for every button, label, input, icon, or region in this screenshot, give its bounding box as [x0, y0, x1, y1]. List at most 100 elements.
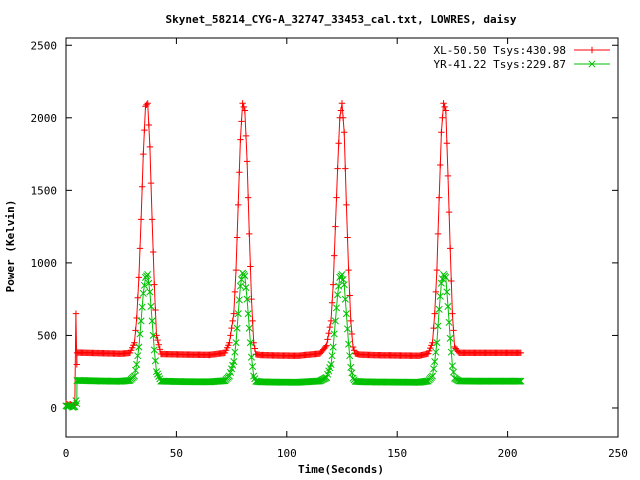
data-point: [444, 302, 452, 310]
data-point: [73, 400, 81, 408]
data-point: [428, 372, 437, 380]
data-point: [433, 266, 441, 274]
data-point: [347, 317, 355, 325]
data-point: [230, 310, 238, 317]
data-point: [249, 363, 257, 371]
data-point: [517, 349, 525, 357]
data-point: [445, 318, 453, 326]
data-point: [246, 339, 254, 347]
data-point: [234, 310, 242, 318]
legend-label: YR-41.22 Tsys:229.87: [434, 58, 566, 71]
y-tick-label: 1500: [31, 184, 58, 197]
data-point: [244, 194, 252, 201]
data-point: [323, 342, 330, 349]
data-point: [346, 292, 353, 299]
data-point: [445, 208, 453, 216]
data-point: [229, 317, 236, 325]
data-point: [448, 362, 456, 370]
data-point: [349, 343, 357, 351]
data-point: [430, 365, 438, 373]
data-point: [348, 369, 356, 377]
data-point: [424, 350, 432, 357]
data-point: [334, 291, 342, 299]
data-point: [136, 245, 144, 252]
data-point: [151, 281, 158, 288]
data-point: [345, 266, 352, 274]
y-axis-label: Power (Kelvin): [4, 200, 17, 293]
data-point: [429, 339, 436, 346]
data-point: [517, 377, 525, 385]
data-point: [432, 288, 440, 296]
data-point: [332, 223, 339, 230]
data-point: [147, 179, 155, 187]
data-point: [154, 336, 161, 344]
data-point: [446, 334, 454, 342]
data-point: [133, 314, 140, 322]
data-point: [245, 324, 253, 332]
data-point: [347, 363, 355, 371]
data-point: [427, 344, 434, 352]
data-point: [132, 327, 139, 334]
legend-marker: [588, 60, 596, 68]
data-point: [437, 161, 444, 169]
data-point: [337, 107, 345, 114]
plot-frame: [65, 37, 619, 438]
data-point: [332, 304, 341, 312]
data-point: [147, 302, 155, 310]
data-point: [434, 322, 442, 330]
data-point: [155, 341, 162, 348]
data-point: [139, 289, 147, 297]
data-point: [150, 346, 158, 354]
data-point: [240, 103, 247, 111]
data-point: [436, 292, 444, 300]
data-point: [236, 282, 244, 290]
data-point: [239, 100, 246, 107]
data-point: [340, 281, 348, 289]
data-point: [331, 317, 339, 325]
data-point: [331, 252, 338, 259]
data-point: [241, 272, 249, 280]
data-point: [144, 270, 152, 279]
legend-label: XL-50.50 Tsys:430.98: [434, 44, 566, 57]
data-point: [134, 294, 141, 301]
x-tick-label: 0: [63, 447, 70, 460]
data-point: [243, 158, 251, 165]
data-point: [233, 234, 241, 241]
data-point: [432, 348, 440, 356]
data-point: [329, 343, 337, 351]
data-point: [226, 339, 233, 346]
data-point: [329, 281, 337, 288]
data-point: [232, 339, 240, 347]
data-point: [350, 347, 358, 354]
data-point: [449, 310, 456, 317]
data-point: [230, 357, 238, 366]
data-point: [247, 263, 254, 270]
x-tick-label: 200: [498, 447, 518, 460]
data-point: [151, 357, 159, 365]
data-point: [343, 325, 352, 333]
y-tick-label: 2500: [31, 39, 58, 52]
data-point: [515, 377, 523, 385]
data-point: [154, 370, 162, 378]
data-point: [231, 288, 239, 296]
data-point: [339, 114, 347, 121]
data-point: [328, 352, 336, 360]
y-tick-label: 500: [37, 329, 57, 342]
data-point: [148, 317, 156, 325]
data-point: [244, 310, 252, 318]
data-point: [250, 339, 257, 346]
data-point: [231, 348, 239, 356]
data-point: [433, 339, 441, 347]
data-point: [148, 216, 156, 223]
data-point: [144, 100, 151, 107]
data-series: [62, 100, 525, 411]
legend-marker: [588, 46, 596, 54]
data-point: [135, 274, 143, 281]
series-2: [62, 269, 525, 411]
data-point: [444, 172, 452, 180]
data-point: [327, 360, 335, 369]
data-point: [442, 107, 449, 114]
data-point: [440, 100, 447, 107]
data-point: [146, 288, 154, 296]
